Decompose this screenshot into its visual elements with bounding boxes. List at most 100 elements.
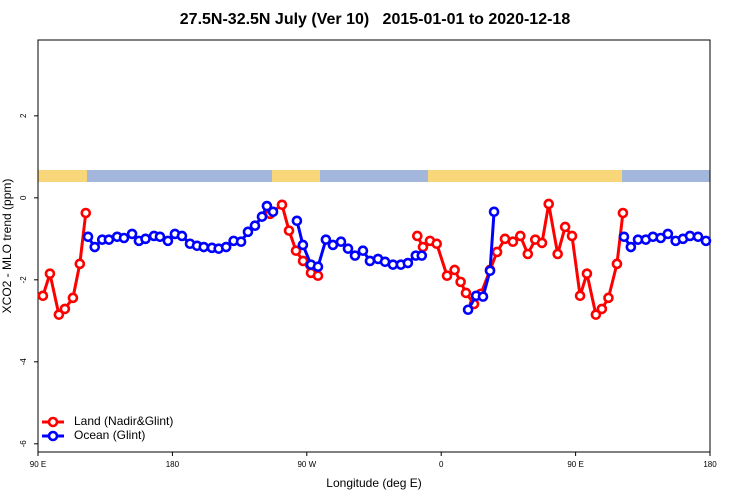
series-marker — [596, 303, 608, 315]
series-marker — [536, 237, 548, 249]
series-marker — [462, 304, 474, 316]
series-marker — [484, 265, 496, 277]
series-marker — [103, 234, 115, 245]
series-marker — [312, 270, 324, 282]
series-marker — [198, 241, 210, 253]
series-marker — [220, 241, 232, 253]
y-tick-label: -6 — [19, 440, 28, 448]
series-marker — [581, 268, 593, 279]
plot-frame — [37, 39, 711, 453]
series-marker — [692, 231, 704, 243]
x-tick-label: 90 E — [30, 460, 46, 469]
series-marker — [515, 230, 526, 242]
series-marker — [552, 248, 563, 260]
series-marker — [176, 230, 188, 242]
series-marker — [477, 291, 489, 302]
series-marker — [297, 255, 309, 267]
series-marker — [618, 231, 630, 243]
series-marker — [590, 309, 602, 320]
y-tick-label: 2 — [19, 113, 28, 118]
series-marker — [416, 250, 428, 261]
series-marker — [320, 234, 332, 245]
legend-label: Ocean (Glint) — [74, 428, 145, 442]
x-tick-label: 0 — [439, 460, 444, 469]
series-marker — [256, 211, 268, 222]
series-marker — [74, 258, 86, 270]
series-marker — [126, 228, 138, 240]
series-marker — [402, 257, 414, 269]
series-marker — [417, 241, 429, 253]
series-marker — [80, 207, 92, 219]
series-marker — [140, 233, 151, 245]
series-marker — [67, 292, 79, 304]
series-marker — [89, 241, 101, 253]
x-tick-label: 90 W — [297, 460, 316, 469]
series-marker — [44, 268, 56, 279]
land-band — [428, 170, 622, 182]
series-marker — [449, 264, 460, 276]
series-marker — [290, 245, 302, 257]
legend-label: Land (Nadir&Glint) — [74, 414, 173, 428]
series-line — [86, 203, 707, 311]
series-marker — [507, 236, 519, 247]
series-marker — [522, 248, 534, 260]
series-marker — [662, 228, 674, 240]
series-marker — [441, 270, 453, 282]
series-marker — [491, 246, 503, 258]
x-axis-label: Longitude (deg E) — [326, 476, 421, 490]
series-marker — [364, 255, 376, 267]
series-marker — [162, 235, 174, 247]
series-marker — [431, 238, 443, 250]
series-marker — [235, 236, 247, 247]
series-marker — [267, 206, 279, 218]
series-marker — [357, 245, 369, 257]
series-marker — [617, 207, 629, 219]
series-marker — [566, 230, 578, 242]
series-marker — [460, 287, 472, 299]
series-marker — [242, 226, 254, 238]
series-marker — [488, 206, 500, 218]
series-marker — [291, 215, 303, 227]
series-marker — [342, 243, 354, 254]
series-marker — [574, 290, 586, 302]
series-line — [41, 202, 625, 318]
y-tick-label: -4 — [19, 358, 28, 366]
series-marker — [559, 221, 571, 233]
series-marker — [276, 199, 288, 211]
series-marker — [684, 230, 696, 242]
series-marker — [611, 258, 623, 270]
series-marker — [53, 309, 65, 320]
series-marker — [335, 236, 347, 247]
y-axis-label: XCO2 - MLO trend (ppm) — [0, 179, 14, 314]
land-band — [272, 170, 320, 182]
y-tick-label: -2 — [19, 276, 28, 284]
series-marker — [59, 303, 71, 315]
series-marker — [118, 232, 130, 244]
series-marker — [455, 276, 466, 288]
series-marker — [543, 198, 555, 210]
series-marker — [37, 290, 49, 302]
series-marker — [625, 241, 637, 253]
series-marker — [261, 200, 273, 212]
x-tick-label: 180 — [703, 460, 717, 469]
series-marker — [297, 239, 309, 251]
land-band — [38, 170, 87, 182]
series-marker — [249, 220, 261, 232]
x-tick-label: 180 — [166, 460, 180, 469]
x-tick-label: 90 E — [567, 460, 583, 469]
land-mask — [38, 170, 710, 182]
legend-marker — [47, 430, 59, 442]
series-marker — [412, 230, 423, 242]
series-marker — [312, 261, 324, 273]
series-marker — [283, 225, 295, 236]
series-marker — [603, 292, 614, 304]
series-marker — [82, 231, 94, 243]
series-marker — [349, 250, 361, 261]
y-tick-label: 0 — [19, 195, 28, 200]
legend-marker — [47, 416, 59, 428]
chart-title: 27.5N-32.5N July (Ver 10) 2015-01-01 to … — [180, 11, 571, 28]
series-marker — [700, 235, 712, 247]
series-marker — [154, 231, 166, 243]
